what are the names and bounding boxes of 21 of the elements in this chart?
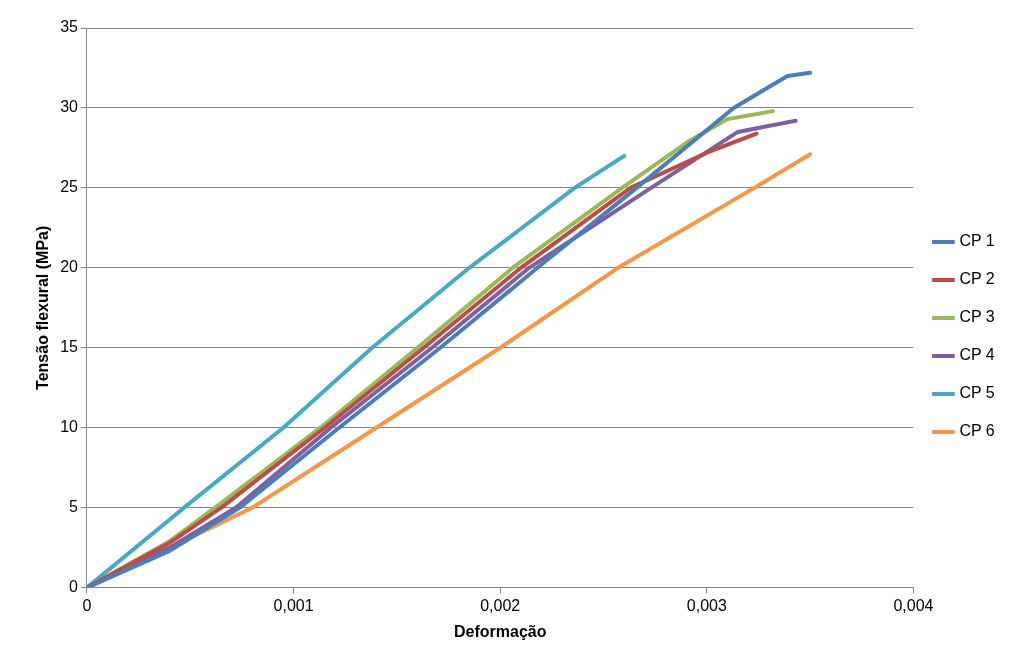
y-tick-label: 5 bbox=[69, 498, 79, 516]
y-tick-label: 15 bbox=[60, 338, 79, 356]
x-axis-title: Deformação bbox=[453, 622, 547, 640]
y-tick-label: 35 bbox=[60, 18, 79, 36]
legend-label: CP 5 bbox=[959, 384, 995, 402]
x-tick-label: 0 bbox=[82, 596, 92, 614]
legend-label: CP 1 bbox=[959, 232, 995, 250]
x-tick-label: 0,002 bbox=[480, 596, 521, 614]
y-tick-label: 10 bbox=[60, 418, 79, 436]
legend-label: CP 4 bbox=[959, 346, 995, 364]
legend-label: CP 2 bbox=[959, 270, 995, 288]
x-tick-label: 0,004 bbox=[893, 596, 934, 614]
y-tick-label: 20 bbox=[60, 258, 79, 276]
y-tick-label: 25 bbox=[60, 178, 79, 196]
y-axis-title: Tensão flexural (MPa) bbox=[34, 225, 52, 390]
y-tick-label: 30 bbox=[60, 98, 79, 116]
x-tick-label: 0,003 bbox=[686, 596, 727, 614]
legend-label: CP 3 bbox=[959, 308, 995, 326]
y-tick-label: 0 bbox=[69, 578, 79, 596]
legend-label: CP 6 bbox=[959, 422, 995, 440]
x-tick-label: 0,001 bbox=[273, 596, 314, 614]
